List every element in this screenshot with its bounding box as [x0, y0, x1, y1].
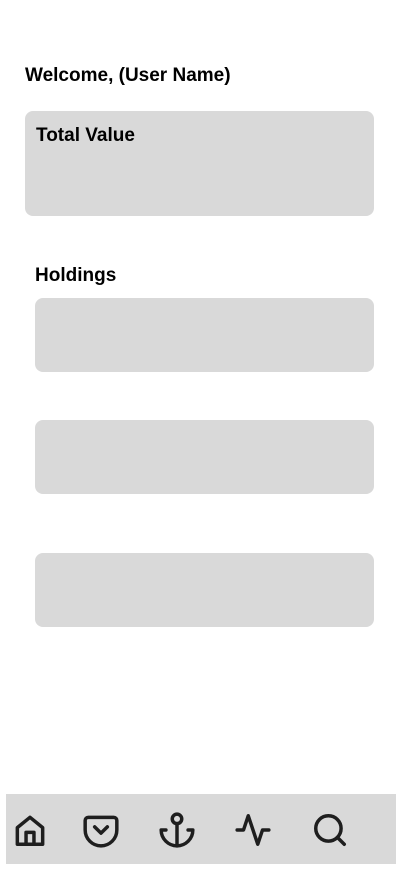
total-value-card[interactable]: Total Value	[25, 111, 374, 216]
total-value-label: Total Value	[36, 125, 135, 146]
bottom-nav-bar	[6, 794, 396, 864]
nav-item-search[interactable]	[309, 809, 351, 851]
nav-item-anchor[interactable]	[156, 809, 198, 851]
holding-card[interactable]	[35, 553, 374, 627]
nav-item-pocket[interactable]	[80, 809, 122, 851]
pocket-icon	[83, 815, 119, 848]
nav-item-home[interactable]	[9, 809, 51, 851]
holding-card[interactable]	[35, 298, 374, 372]
nav-item-activity[interactable]	[232, 809, 274, 851]
search-icon	[314, 814, 346, 846]
anchor-icon	[159, 812, 195, 848]
holdings-title: Holdings	[35, 265, 117, 286]
welcome-heading: Welcome, (User Name)	[25, 65, 231, 86]
home-icon	[15, 815, 45, 846]
holding-card[interactable]	[35, 420, 374, 494]
activity-icon	[235, 814, 271, 846]
